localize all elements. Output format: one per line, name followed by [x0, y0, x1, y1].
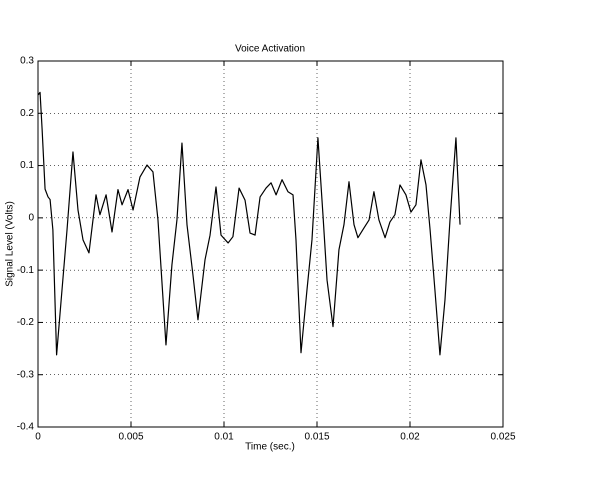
y-tick-label: 0.2 — [20, 108, 34, 119]
y-tick-label: 0.3 — [20, 56, 34, 67]
plot-frame — [37, 60, 504, 428]
y-tick-label: -0.2 — [17, 317, 35, 328]
y-tick-label: 0 — [28, 212, 34, 223]
x-tick-label: 0.02 — [400, 432, 420, 443]
x-tick-label: 0.025 — [490, 432, 515, 443]
y-tick-label: -0.3 — [17, 369, 35, 380]
x-tick-label: 0.005 — [118, 432, 143, 443]
y-tick-label: -0.1 — [17, 265, 35, 276]
x-tick-label: 0.015 — [304, 432, 329, 443]
y-tick-label: -0.4 — [17, 422, 35, 433]
x-tick-label: 0 — [35, 432, 41, 443]
x-tick-label: 0.01 — [214, 432, 234, 443]
x-axis-label: Time (sec.) — [245, 442, 295, 453]
chart-title: Voice Activation — [235, 44, 305, 55]
y-tick-label: 0.1 — [20, 160, 34, 171]
y-axis-label: Signal Level (Volts) — [5, 201, 16, 287]
signal-line — [37, 91, 461, 356]
